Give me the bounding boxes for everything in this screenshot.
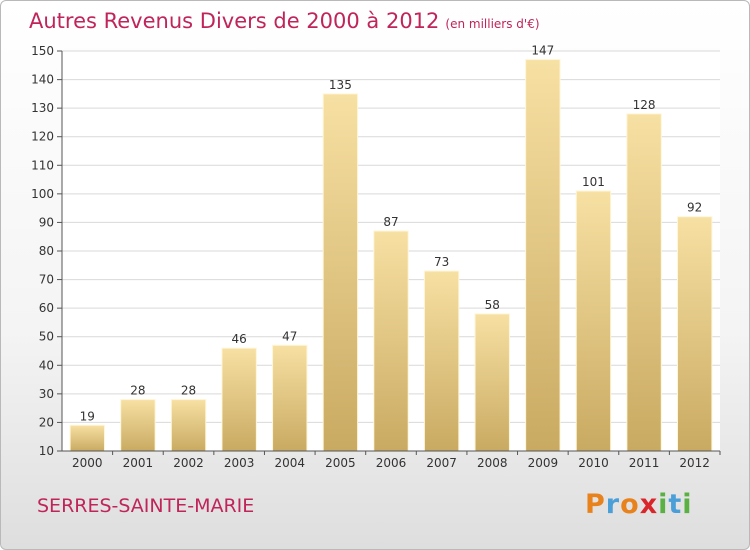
chart-unit: (en milliers d'€)	[445, 17, 540, 31]
bar-2004	[272, 344, 308, 452]
y-tick-label: 150	[31, 44, 54, 58]
x-tick-label-2007: 2007	[426, 456, 457, 470]
value-label-2001: 28	[130, 384, 145, 398]
bar-2003	[221, 347, 257, 452]
x-tick-label-2012: 2012	[679, 456, 710, 470]
y-tick-label: 130	[31, 101, 54, 115]
x-tick-label-2003: 2003	[224, 456, 255, 470]
x-tick-label-2002: 2002	[173, 456, 204, 470]
x-tick-label-2010: 2010	[578, 456, 609, 470]
bar-2008	[474, 313, 510, 452]
chart-title: Autres Revenus Divers de 2000 à 2012 (en …	[29, 9, 540, 33]
y-tick-label: 40	[39, 358, 54, 372]
bar-2009	[525, 59, 561, 452]
value-label-2003: 46	[232, 332, 247, 346]
y-tick-label: 50	[39, 330, 54, 344]
value-label-2000: 19	[80, 409, 95, 423]
bar-2002	[170, 399, 207, 452]
y-tick-label: 10	[39, 444, 54, 458]
bar-2005	[322, 93, 359, 452]
value-label-2011: 128	[633, 98, 656, 112]
y-tick-label: 90	[39, 215, 54, 229]
x-tick-label-2005: 2005	[325, 456, 356, 470]
bar-2000	[69, 424, 106, 452]
y-tick-label: 80	[39, 244, 54, 258]
x-tick-label-2011: 2011	[629, 456, 660, 470]
y-tick-label: 30	[39, 387, 54, 401]
x-tick-label-2001: 2001	[123, 456, 154, 470]
city-name: SERRES-SAINTE-MARIE	[37, 495, 255, 517]
x-tick-label-2008: 2008	[477, 456, 508, 470]
x-tick-label-2004: 2004	[274, 456, 305, 470]
bar-2010	[575, 190, 612, 452]
y-tick-label: 110	[31, 158, 54, 172]
value-label-2006: 87	[383, 215, 398, 229]
value-label-2010: 101	[582, 175, 605, 189]
bar-2006	[373, 230, 409, 452]
value-label-2012: 92	[687, 201, 702, 215]
chart-title-text: Autres Revenus Divers de 2000 à 2012	[29, 9, 440, 33]
x-tick-label-2000: 2000	[72, 456, 103, 470]
bar-2012	[676, 216, 713, 452]
x-tick-label-2006: 2006	[376, 456, 407, 470]
bar-2007	[423, 270, 460, 452]
y-tick-label: 70	[39, 273, 54, 287]
y-tick-label: 60	[39, 301, 54, 315]
bar-2011	[626, 113, 662, 452]
value-label-2004: 47	[282, 329, 297, 343]
y-tick-label: 20	[39, 415, 54, 429]
y-tick-label: 100	[31, 187, 54, 201]
y-tick-label: 120	[31, 130, 54, 144]
value-label-2008: 58	[485, 298, 500, 312]
y-tick-label: 140	[31, 73, 54, 87]
value-label-2007: 73	[434, 255, 449, 269]
value-label-2005: 135	[329, 78, 352, 92]
bar-2001	[120, 399, 156, 452]
x-tick-label-2009: 2009	[528, 456, 559, 470]
value-label-2009: 147	[531, 44, 554, 58]
proxiti-logo: Proxiti	[585, 489, 693, 520]
value-label-2002: 28	[181, 384, 196, 398]
